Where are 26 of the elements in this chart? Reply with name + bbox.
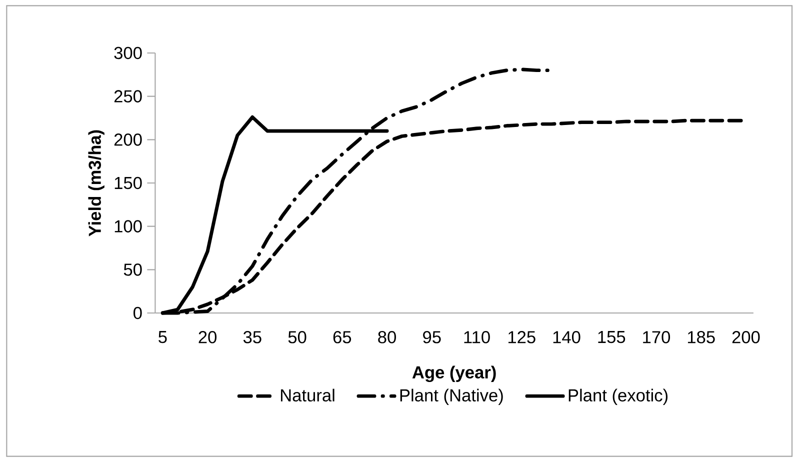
x-tick-label: 5	[158, 331, 167, 344]
x-tick-label: 65	[333, 331, 352, 344]
x-tick-label: 110	[464, 331, 490, 344]
x-tick-label: 140	[553, 331, 580, 344]
x-tick-label: 35	[243, 331, 262, 344]
x-tick-label: 50	[288, 331, 306, 344]
x-tick-label: 80	[378, 331, 396, 344]
x-tick-label: 155	[598, 331, 626, 344]
y-tick-label: 300	[114, 46, 142, 60]
x-tick-label: 170	[643, 331, 670, 344]
y-tick-label: 250	[114, 90, 142, 102]
legend-label: Plant (Native)	[400, 388, 503, 405]
legend-label: Natural	[280, 388, 334, 402]
y-tick-label: 50	[124, 264, 142, 276]
x-tick-label: 200	[732, 331, 760, 344]
x-axis-title: Age (year)	[412, 366, 496, 382]
y-tick-label: 100	[114, 220, 142, 232]
y-axis-title: Yield (m3/ha)	[88, 130, 104, 236]
y-tick-label: 0	[134, 306, 142, 320]
y-tick-label: 200	[114, 134, 142, 146]
x-tick-label: 20	[198, 331, 217, 344]
legend-label: Plant (exotic)	[568, 388, 668, 405]
x-tick-label: 125	[508, 331, 536, 344]
y-tick-label: 150	[114, 176, 142, 190]
x-tick-label: 185	[688, 331, 715, 344]
x-tick-label: 95	[423, 331, 441, 344]
